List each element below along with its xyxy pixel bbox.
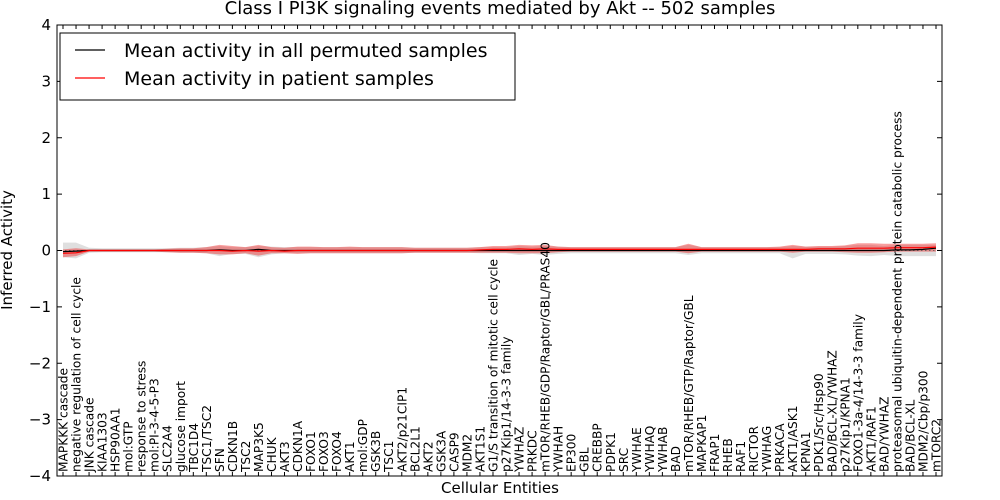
y-tick-label: 2 (41, 129, 51, 147)
x-tick-label: AKT1S1 (473, 426, 487, 472)
x-tick-label: GSK3A (434, 430, 448, 472)
x-axis-label: Cellular Entities (441, 479, 559, 497)
x-tick-label: p27Kip1/14-3-3 family (500, 336, 514, 472)
legend-label-0: Mean activity in all permuted samples (124, 40, 487, 62)
series-1-line (62, 246, 937, 254)
x-tick-label: BAD/BCL-XL (903, 399, 917, 472)
x-tick-label: PRKDC (526, 430, 540, 472)
x-tick-label: HSP90AA1 (109, 407, 123, 472)
x-tick-label: BAD/YWHAZ (877, 396, 891, 472)
x-tick-label: AKT1/RAF1 (864, 406, 878, 472)
x-tick-label: CREBBP (591, 423, 605, 472)
chart-title: Class I PI3K signaling events mediated b… (225, 0, 776, 19)
x-tick-label: MDM2 (460, 434, 474, 472)
x-tick-label: FOXO3 (317, 431, 331, 472)
x-tick-label: BAD/BCL-XL/YWHAZ (825, 350, 839, 472)
x-tick-label: KIAA1303 (96, 412, 110, 472)
x-tick-label: TSC2 (239, 441, 253, 473)
x-tick-label: proteasomal ubiquitin-dependent protein … (890, 111, 904, 472)
x-tick-label: CHUK (265, 436, 279, 472)
y-tick-label: 1 (41, 185, 51, 203)
x-tick-label: glucose import (174, 381, 188, 472)
x-tick-label: mTORC2 (930, 419, 944, 472)
x-tick-label: TBC1D4 (187, 423, 201, 473)
x-tick-label: MAPKKK cascade (57, 368, 71, 472)
x-tick-label: mol:GDP (356, 419, 370, 472)
x-tick-label: CDKN1B (226, 421, 240, 472)
y-axis-label: Inferred Activity (0, 190, 16, 310)
x-tick-label: TSC1 (382, 441, 396, 473)
x-tick-label: FOXO4 (330, 431, 344, 472)
x-tick-label: mTOR/RHEB/GDP/Raptor/GBL/PRAS40 (539, 242, 553, 472)
x-tick-label: G1/S transition of mitotic cell cycle (486, 259, 500, 472)
x-tick-label: negative regulation of cell cycle (70, 277, 84, 472)
x-tick-label: YWHAH (552, 426, 566, 473)
x-tick-label: FOXO1 (304, 431, 318, 472)
x-tick-label: GBL (578, 447, 592, 472)
x-tick-label: SFN (213, 448, 227, 472)
y-tick-label: −3 (29, 411, 51, 429)
x-tick-label: RAF1 (734, 441, 748, 472)
y-tick-label: −4 (29, 467, 51, 485)
y-tick-label: 4 (41, 16, 51, 34)
x-tick-label: TSC1/TSC2 (200, 405, 214, 473)
x-tick-label: SLC2A4 (161, 425, 175, 472)
x-tick-label: SRC (617, 448, 631, 472)
x-tick-label: MAPKAP1 (695, 415, 709, 472)
x-tick-label: PDK1/Src/Hsp90 (812, 373, 826, 472)
x-tick-label: EP300 (565, 434, 579, 472)
legend: Mean activity in all permuted samples Mea… (59, 32, 516, 101)
x-tick-label: YWHAZ (513, 427, 527, 473)
x-tick-label: CDKN1A (291, 420, 305, 472)
x-tick-label: YWHAQ (643, 426, 657, 473)
x-tick-label: MAP3K5 (252, 422, 266, 472)
x-tick-label: GSK3B (369, 431, 383, 472)
x-tick-label: response to stress (135, 361, 149, 472)
x-tick-label: YWHAG (760, 426, 774, 473)
y-tick-label: 3 (41, 72, 51, 90)
x-tick-label: AKT1/ASK1 (786, 405, 800, 472)
x-tick-label: BCL2L1 (408, 426, 422, 472)
plot-area: −4 −3 −2 −1 0 1 2 3 4 MAPKKK cascade negative regu… (29, 16, 944, 485)
y-tick-label: −1 (29, 298, 51, 316)
legend-label-1: Mean activity in patient samples (124, 68, 434, 90)
x-tick-label: CASP9 (447, 432, 461, 472)
x-tick-label: mol:PI-3-4-5-P3 (148, 378, 162, 472)
x-tick-label: YWHAE (630, 427, 644, 473)
x-tick-label: mTOR/RHEB/GTP/Raptor/GBL (682, 295, 696, 472)
x-tick-label: PRKACA (773, 423, 787, 472)
x-tick-label: p27Kip1/KPNA1 (838, 377, 852, 472)
x-tick-label: RICTOR (747, 425, 761, 472)
x-tick-label: KPNA1 (799, 431, 813, 472)
x-tick-label: PDPK1 (604, 432, 618, 472)
x-tick-label: FRAP1 (708, 434, 722, 472)
x-tick-label: AKT1 (343, 441, 357, 472)
legend-box (59, 32, 516, 101)
x-tick-label: JNK cascade (83, 398, 97, 474)
x-tick-label: MDM2/Cbp/p300 (916, 371, 930, 472)
x-tick-label: AKT2/p21CIP1 (395, 387, 409, 472)
x-tick-label: AKT2 (421, 441, 435, 472)
y-tick-label: 0 (41, 242, 51, 260)
x-tick-label: BAD (669, 446, 683, 472)
x-tick-label: YWHAB (656, 427, 670, 473)
x-tick-label: RHEB (721, 438, 735, 472)
y-tick-label: −2 (29, 354, 51, 372)
x-tick-label: FOXO1-3a-4/14-3-3 family (851, 314, 865, 472)
x-tick-label: AKT3 (278, 441, 292, 472)
x-tick-label: mol:GTP (122, 421, 136, 472)
